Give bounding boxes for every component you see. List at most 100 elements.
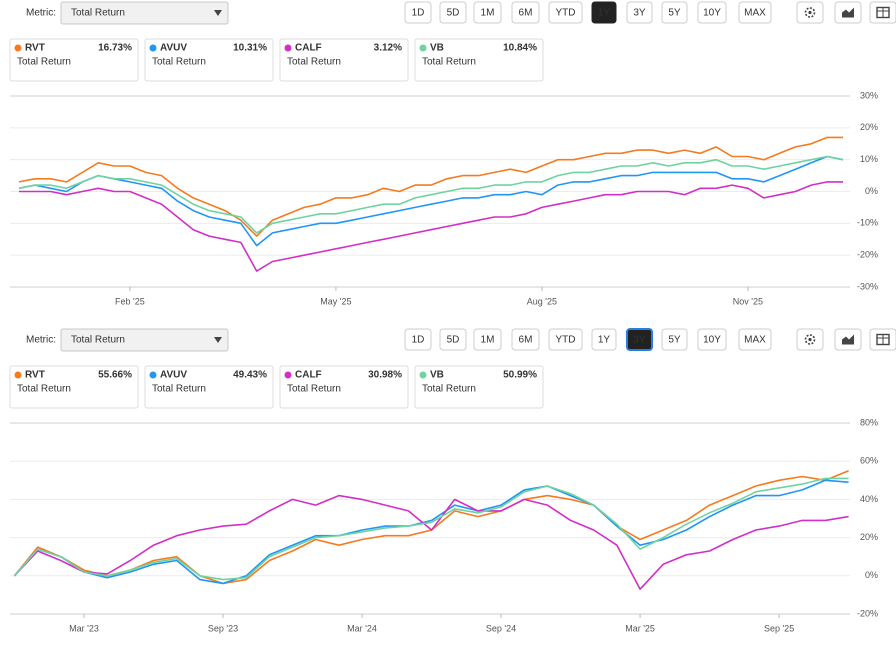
chart-icon[interactable] [834, 1, 862, 24]
range-button[interactable]: YTD [548, 328, 583, 351]
range-button[interactable]: 1D [404, 1, 432, 24]
range-button[interactable]: 1M [473, 328, 502, 351]
range-button[interactable]: 6M [511, 328, 540, 351]
select-box [60, 328, 229, 352]
metric-select[interactable]: Total Return [60, 1, 229, 25]
x-tick-label: May '25 [320, 296, 351, 306]
card-box [9, 365, 139, 409]
card-box [414, 365, 544, 409]
legend-dot [149, 371, 157, 379]
range-button[interactable]: 5D [439, 1, 467, 24]
range-button[interactable]: 1Y [591, 328, 617, 351]
range-button[interactable]: MAX [738, 328, 772, 351]
button-box [404, 328, 432, 351]
range-button[interactable]: 3Y [626, 328, 653, 351]
range-button[interactable]: 6M [511, 1, 540, 24]
legend-caption: Total Return [152, 57, 206, 68]
legend-card: CALF 3.12% Total Return [279, 38, 409, 82]
y-tick-label: -20% [857, 608, 878, 618]
legend-card: RVT 55.66% Total Return [9, 365, 139, 409]
button-label: 6M [519, 335, 533, 346]
legend-card: AVUV 49.43% Total Return [144, 365, 274, 409]
button-box [626, 328, 653, 351]
button-label: 5Y [668, 335, 681, 346]
settings-icon[interactable] [796, 328, 824, 351]
button-box [591, 1, 617, 24]
x-tick-label: Sep '24 [486, 623, 516, 633]
y-tick-label: 60% [860, 456, 878, 466]
card-box [9, 38, 139, 82]
range-button[interactable]: 5Y [661, 328, 688, 351]
series-line [19, 181, 843, 272]
panel: Metric: Total Return 1D 5D 1M 6M YTD 1Y 3Y 5Y 10Y M… [9, 1, 896, 306]
button-box [439, 1, 467, 24]
button-box [473, 328, 502, 351]
button-box [661, 328, 688, 351]
legend-change: 55.66% [98, 370, 132, 381]
y-tick-label: 10% [860, 154, 878, 164]
button-box [511, 328, 540, 351]
button-box [626, 1, 653, 24]
series-line [13, 494, 849, 590]
button-label: 5D [447, 8, 460, 19]
range-button[interactable]: 3Y [626, 1, 653, 24]
range-button[interactable]: 5D [439, 328, 467, 351]
legend-change: 10.84% [503, 43, 537, 54]
x-tick-label: Aug '25 [527, 296, 557, 306]
range-button[interactable]: 5Y [661, 1, 688, 24]
select-value: Total Return [71, 8, 125, 19]
button-label: 5Y [668, 8, 681, 19]
card-box [144, 38, 274, 82]
series-line [18, 155, 844, 234]
panel: Metric: Total Return 1D 5D 1M 6M YTD 1Y 3Y 5Y 10Y M… [9, 328, 896, 633]
y-tick-label: 20% [860, 122, 878, 132]
settings-icon[interactable] [796, 1, 824, 24]
gear-hub [808, 337, 812, 342]
button-box [548, 1, 583, 24]
legend-caption: Total Return [287, 57, 341, 68]
chart-icon[interactable] [834, 328, 862, 351]
range-button[interactable]: MAX [738, 1, 772, 24]
range-button[interactable]: YTD [548, 1, 583, 24]
button-label: 10Y [703, 335, 721, 346]
legend-dot [14, 371, 22, 379]
button-label: 6M [519, 8, 533, 19]
select-box [60, 1, 229, 25]
select-value: Total Return [71, 335, 125, 346]
x-tick-label: Mar '23 [69, 623, 99, 633]
button-label: 1Y [598, 8, 611, 19]
legend-card: VB 50.99% Total Return [414, 365, 544, 409]
range-button[interactable]: 1D [404, 328, 432, 351]
range-button[interactable]: 1M [473, 1, 502, 24]
select-arrow [214, 10, 222, 16]
metric-select[interactable]: Total Return [60, 328, 229, 352]
chart-glyph [842, 334, 854, 345]
legend-dot [419, 44, 427, 52]
series-line [13, 477, 849, 581]
button-label: 3Y [633, 8, 646, 19]
x-tick-label: Sep '23 [208, 623, 238, 633]
range-button[interactable]: 10Y [697, 1, 727, 24]
legend-change: 16.73% [98, 43, 132, 54]
series-line [18, 136, 843, 237]
metric-label: Metric: [26, 8, 56, 19]
legend-change: 3.12% [374, 43, 402, 54]
x-tick-label: Mar '24 [347, 623, 377, 633]
button-label: 1D [412, 8, 425, 19]
y-tick-label: 0% [865, 570, 878, 580]
button-label: 1M [481, 8, 495, 19]
range-button[interactable]: 1Y [591, 1, 617, 24]
y-tick-label: 0% [865, 186, 878, 196]
table-icon[interactable] [869, 1, 896, 24]
y-tick-label: 30% [860, 90, 878, 100]
legend-name: RVT [25, 43, 45, 54]
button-box [548, 328, 583, 351]
button-label: 1D [412, 335, 425, 346]
range-button[interactable]: 10Y [697, 328, 727, 351]
button-box [697, 328, 727, 351]
legend-change: 30.98% [368, 370, 402, 381]
table-icon[interactable] [869, 328, 896, 351]
button-box [404, 1, 432, 24]
